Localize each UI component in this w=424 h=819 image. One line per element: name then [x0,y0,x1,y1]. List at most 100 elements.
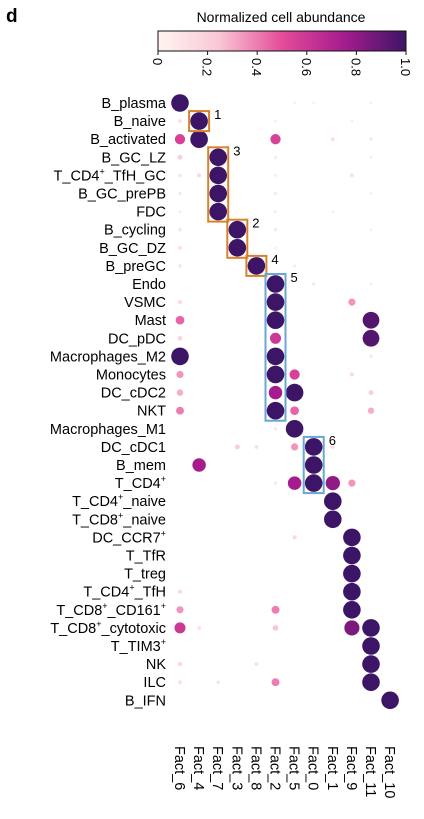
dot [369,282,373,286]
row-label: B_mem [116,458,166,474]
row-label: Monocytes [96,368,166,384]
factor-label: Fact_9 [343,746,359,790]
dot [266,347,285,366]
row-label: B_GC_prePB [78,187,166,203]
dot [325,475,340,491]
dot [349,372,355,377]
factor-label: Fact_8 [247,746,263,790]
dot [348,479,356,487]
annotation-label: 2 [252,216,259,231]
dot [273,191,278,196]
dot [197,625,202,630]
dot [190,130,208,148]
legend-title: Normalized cell abundance [197,9,366,25]
dot [362,311,380,329]
dot [272,625,279,631]
row-label: T_CD4+ [115,474,166,492]
annotation-box [302,435,325,495]
row-label: Mast [135,313,166,329]
dot [273,481,278,485]
dot [362,329,380,347]
dot [343,564,361,583]
dot [176,370,184,379]
dot [369,155,373,159]
dot [266,365,285,384]
colorbar-tick-label: 0.8 [348,58,363,76]
annotation-label: 4 [271,252,278,267]
dot [291,443,299,451]
dot [176,406,184,415]
dot [304,456,323,474]
dot [287,476,302,490]
dot [368,390,374,396]
dots [171,94,399,710]
row-label: B_activated [90,132,166,148]
dot [273,427,278,431]
dot [343,601,361,619]
dot [270,134,281,145]
row-label: T_CD8+_cytotoxic [50,619,166,637]
row-label: FDC [136,205,166,221]
dot [292,535,297,540]
dot [312,101,316,105]
dot [178,210,182,214]
dot [274,119,277,123]
dot [348,298,356,306]
dot [285,420,304,438]
dot [362,673,380,691]
row-label: DC_CCR7+ [92,528,166,546]
dot [350,119,354,123]
dot [289,369,300,380]
factor-label: Fact_7 [209,746,225,790]
panel-letter: d [6,6,18,27]
dot [192,458,206,472]
dot [331,210,335,214]
factor-label: Fact_10 [381,746,397,798]
annotation-label: 5 [291,270,298,285]
dot [209,202,227,221]
dot [343,528,361,547]
dot [273,228,278,232]
dot [304,438,323,456]
dot [369,354,373,359]
colorbar-ticks: 0 0.2 0.4 0.6 0.8 1.0 [150,51,413,76]
dot [271,678,280,687]
dot [174,622,186,634]
row-label: B_cycling [104,223,166,239]
row-label: DC_pDC [108,331,166,347]
dot [369,228,373,232]
annotation-box [207,146,230,223]
row-label: T_treg [124,567,166,583]
dot [190,112,208,130]
row-label: Endo [132,277,166,293]
row-label: T_CD4+_naive [72,492,166,510]
colorbar-tick-label: 0 [150,58,165,65]
factor-label: Fact_3 [228,746,244,790]
dot [293,264,297,268]
dot [290,406,299,416]
factor-label: Fact_4 [190,746,206,790]
row-label: B_naive [114,114,166,130]
dot [177,299,183,305]
dot [176,606,184,614]
dot [234,444,240,450]
factor-label: Fact_6 [171,746,187,790]
dot [362,619,380,637]
dot [274,246,277,250]
annotation-label: 3 [233,143,240,158]
dot [330,137,335,142]
dot [362,655,380,673]
row-label: B_preGC [106,259,166,275]
factor-label: Fact_1 [324,746,340,790]
dot [228,220,247,239]
factor-label: Fact_11 [362,746,378,797]
dot [273,155,278,159]
dot [343,546,361,565]
dot [254,444,259,449]
dot [254,662,259,667]
row-label: T_CD8+_naive [72,510,166,528]
row-label: ILC [143,675,166,691]
dot [304,474,323,492]
row-label: Macrophages_M1 [50,422,166,438]
dot [175,315,185,325]
